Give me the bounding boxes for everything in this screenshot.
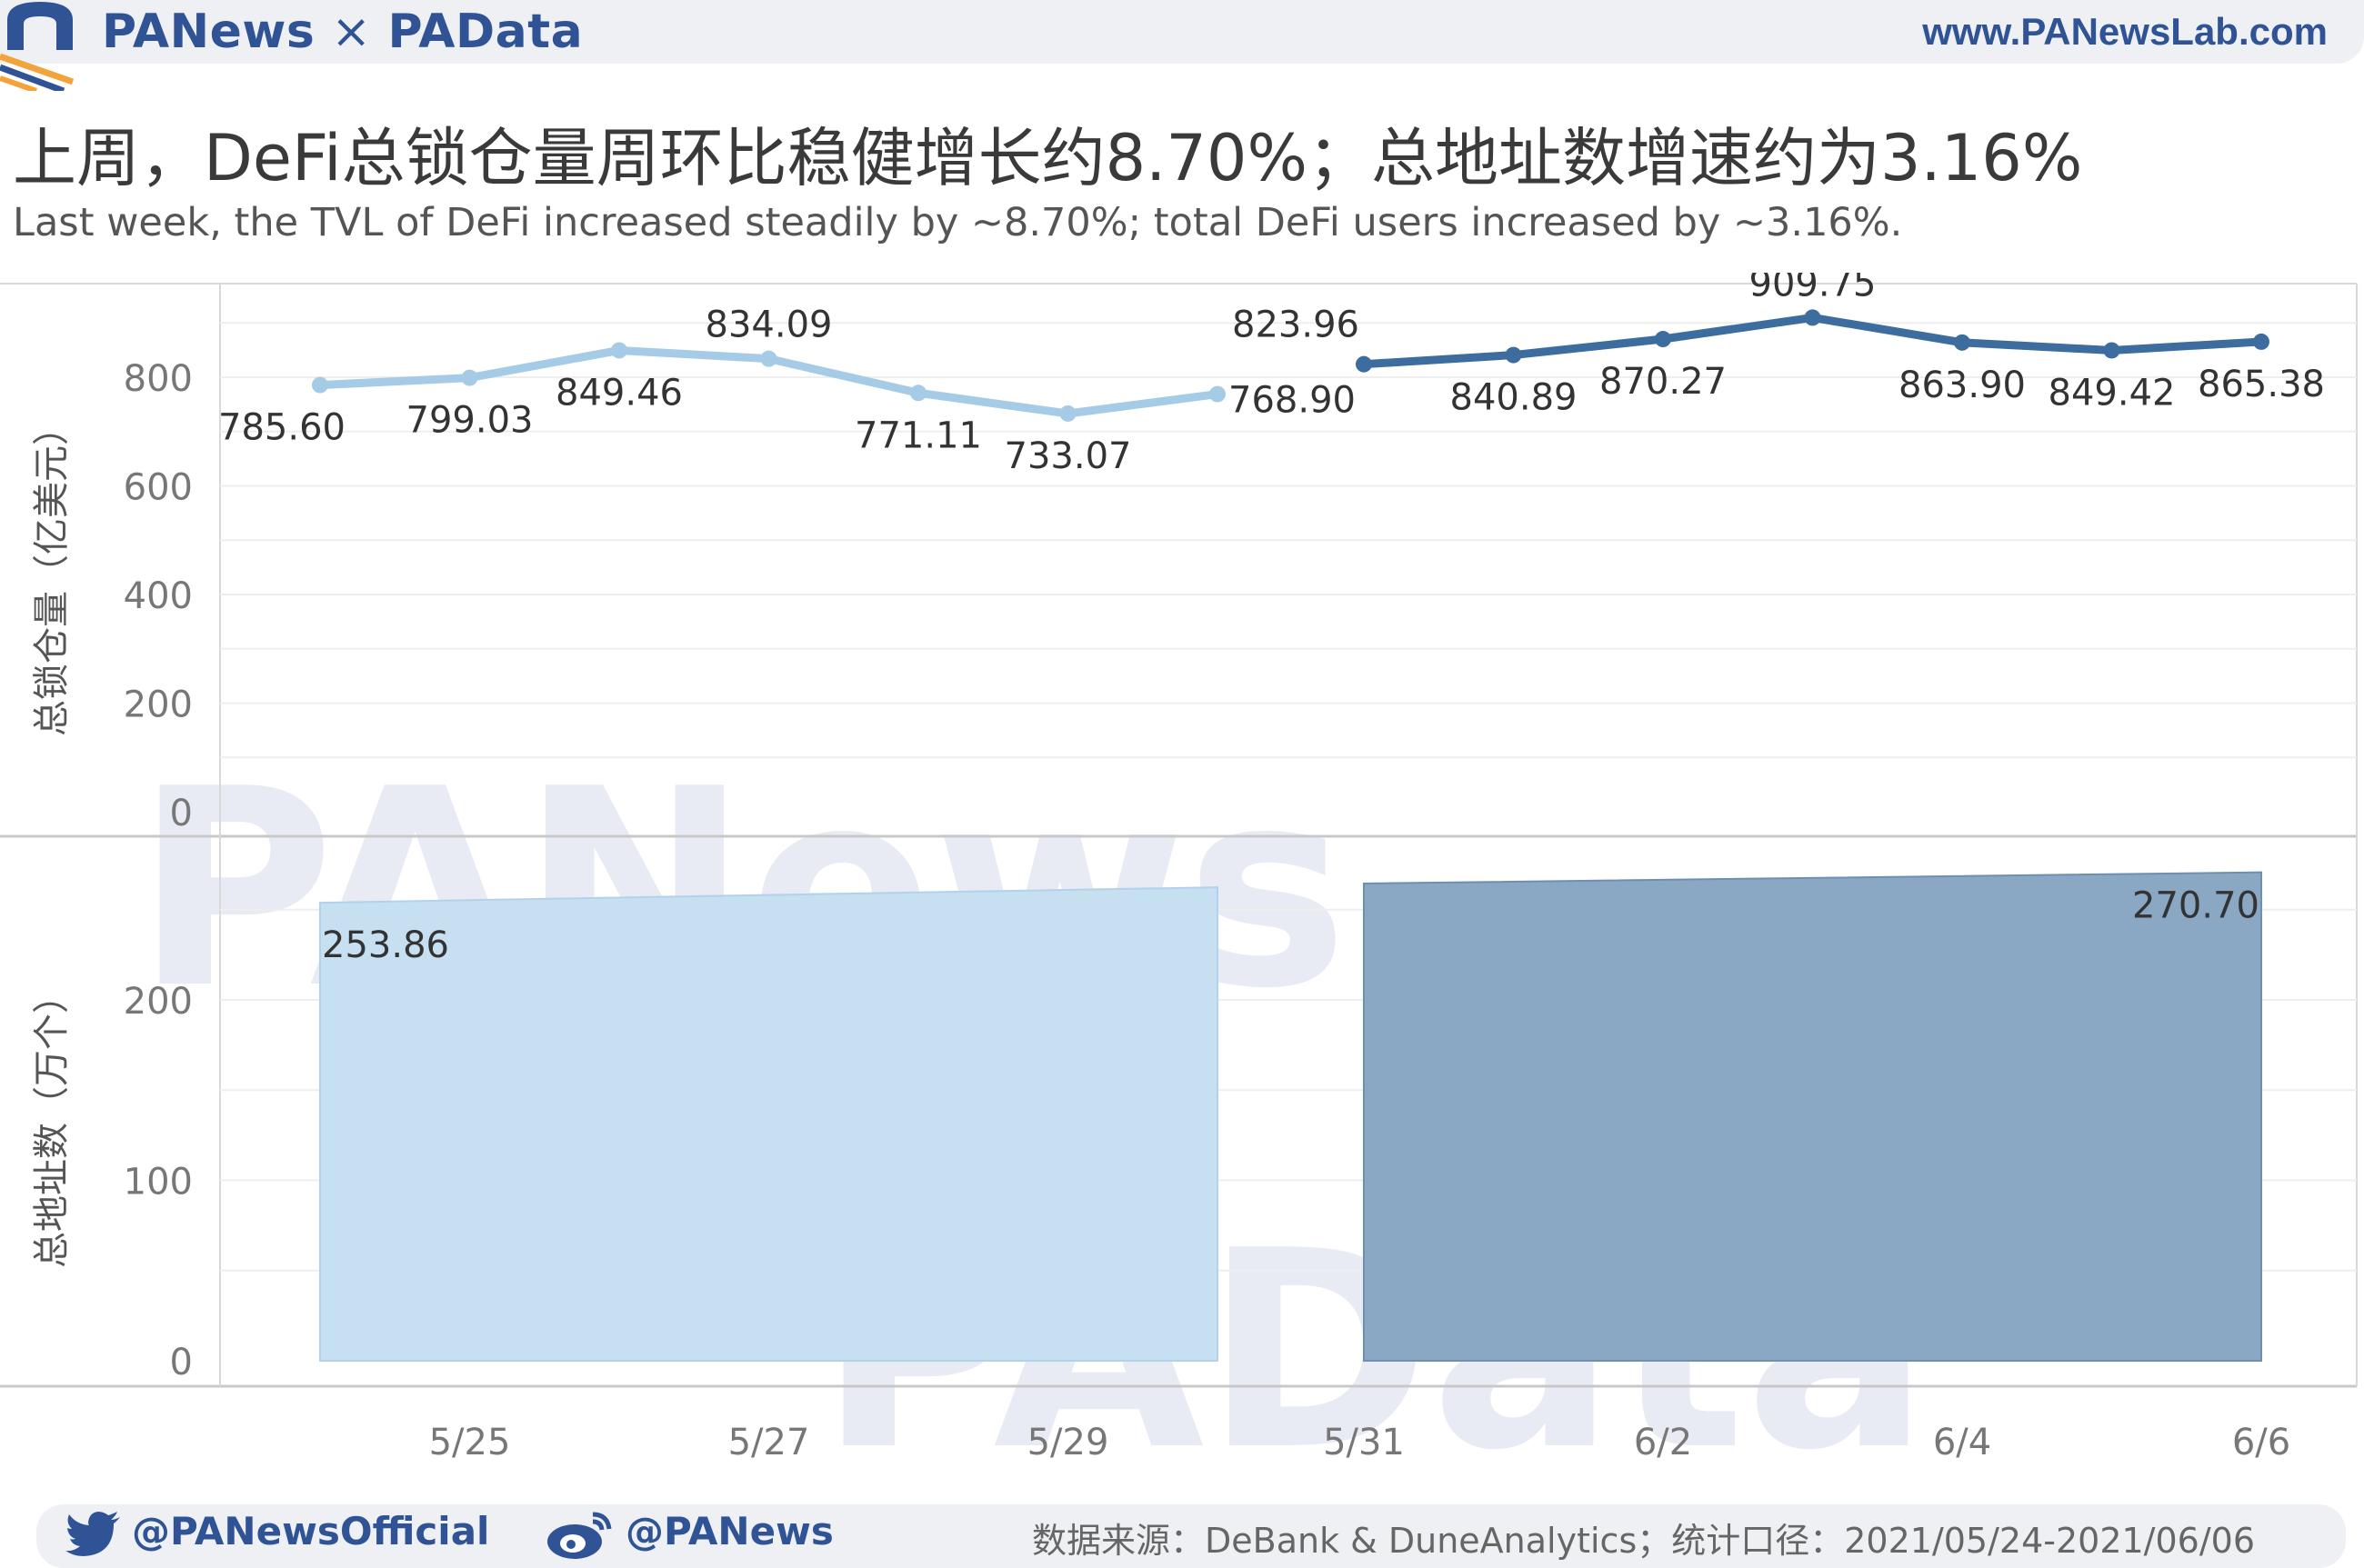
y-tick-label-users: 100 [124,1162,193,1203]
x-tick-label: 5/25 [429,1422,511,1463]
twitter-icon [65,1512,120,1556]
tvl-point [1804,309,1821,326]
tvl-point [2253,333,2269,350]
header-bar [0,0,2364,64]
tvl-data-label: 870.27 [1599,361,1727,403]
tvl-point [910,385,927,402]
tvl-data-label: 823.96 [1232,305,1359,346]
page-subtitle: Last week, the TVL of DeFi increased ste… [13,200,1903,245]
tvl-point [312,376,328,394]
tvl-users-chart: PANewsPAData02004006008000100200总锁仓量（亿美元… [0,273,2358,1491]
tvl-point [1209,385,1226,403]
tvl-point [760,350,777,367]
data-source: 数据来源：DeBank & DuneAnalytics；统计口径：2021/05… [1032,1521,2255,1561]
tvl-data-label: 865.38 [2198,364,2325,405]
x-tick-label: 5/27 [728,1422,810,1463]
page-title: 上周，DeFi总锁仓量周环比稳健增长约8.70%；总地址数增速约为3.16% [13,121,2083,195]
tvl-point [1059,404,1077,422]
tvl-data-label: 849.42 [2048,372,2176,414]
y-axis-title-users: 总地址数（万个） [31,977,73,1268]
weibo-handle[interactable]: @PANews [626,1509,834,1553]
tvl-data-label: 785.60 [218,407,346,449]
y-axis-title-tvl: 总锁仓量（亿美元） [31,409,73,736]
tvl-data-label: 840.89 [1450,377,1578,419]
tvl-data-label: 909.75 [1749,273,1877,305]
website-url[interactable]: www.PANewsLab.com [1922,10,2328,53]
y-tick-label-users: 0 [170,1342,193,1383]
users-data-label: 253.86 [322,924,449,966]
tvl-point [1356,355,1372,373]
users-data-label: 270.70 [2132,885,2259,927]
tvl-point [461,369,478,386]
y-tick-label-tvl: 0 [170,793,193,834]
x-tick-label: 6/6 [2232,1422,2290,1463]
x-tick-label: 6/2 [1634,1422,1692,1463]
y-tick-label-users: 200 [124,981,193,1023]
tvl-data-label: 863.90 [1898,365,2026,406]
y-tick-label-tvl: 200 [124,684,193,726]
tvl-point [1505,346,1522,364]
weibo-icon [547,1512,612,1559]
tvl-data-label: 849.46 [556,372,683,414]
tvl-point [2103,342,2120,359]
tvl-data-label: 834.09 [706,305,833,346]
y-tick-label-tvl: 600 [124,467,193,509]
y-tick-label-tvl: 400 [124,575,193,617]
panews-logo-icon [0,2,75,91]
brand-padata: PAData [387,5,584,59]
x-tick-label: 5/29 [1027,1422,1109,1463]
tvl-data-label: 799.03 [406,400,534,442]
brand-panews: PANews [102,5,316,59]
brand-title: PANews × PAData [102,2,583,62]
tvl-data-label: 768.90 [1228,380,1356,422]
twitter-handle[interactable]: @PANewsOfficial [132,1509,490,1553]
tvl-data-label: 733.07 [1005,435,1132,477]
x-tick-label: 5/31 [1323,1422,1405,1463]
tvl-point [611,342,627,359]
users-area-week2 [1363,871,2262,1362]
tvl-point [1954,334,1970,351]
users-area-week1 [319,886,1218,1362]
y-tick-label-tvl: 800 [124,358,193,400]
tvl-point [1655,331,1671,348]
brand-separator: × [331,5,372,59]
tvl-data-label: 771.11 [855,414,982,456]
x-tick-label: 6/4 [1933,1422,1991,1463]
